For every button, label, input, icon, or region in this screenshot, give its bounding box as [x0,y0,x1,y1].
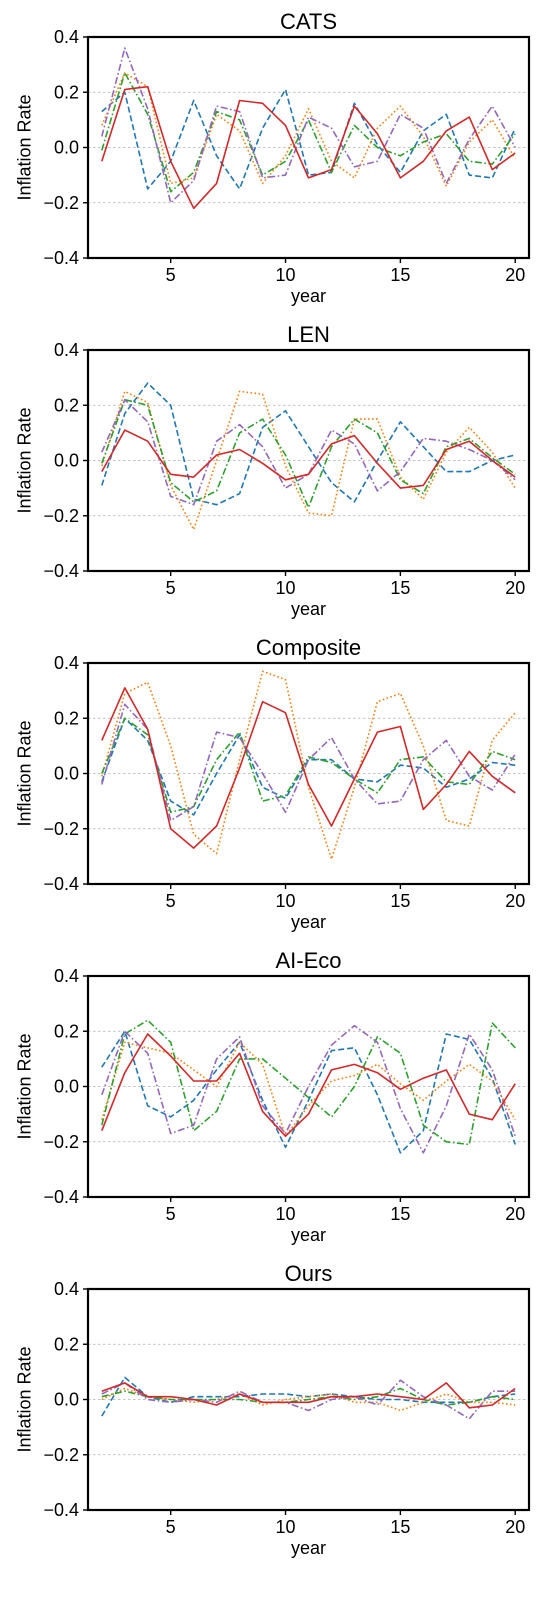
x-tick-label: 15 [390,265,410,285]
series-line-0 [101,1376,516,1417]
y-tick-label: 0.0 [54,1390,79,1410]
x-axis-label: year [291,599,326,619]
chart-panel-3: −0.4 −0.2 0.0 0.2 0.4 5 10 15 20 AI-Eco year Inflat… [14,948,531,1245]
series-line-4 [101,687,516,849]
x-tick-label: 10 [276,578,296,598]
series-line-4 [101,1382,516,1409]
x-tick-label: 20 [505,1204,525,1224]
series-line-2 [101,398,516,509]
series-line-2 [101,1019,516,1146]
series-line-4 [101,85,516,210]
x-tick-label: 10 [276,1204,296,1224]
y-axis-label: Inflation Rate [14,720,34,826]
chart-title: AI-Eco [275,948,341,973]
x-tick-label: 20 [505,578,525,598]
y-tick-label: −0.2 [43,506,79,526]
x-tick-label: 20 [505,1517,525,1537]
y-axis-label: Inflation Rate [14,1033,34,1139]
series-line-1 [101,1041,516,1137]
x-tick-label: 15 [390,1517,410,1537]
y-tick-label: −0.4 [43,561,79,581]
y-tick-label: 0.4 [54,653,79,673]
y-axis-label: Inflation Rate [14,407,34,513]
chart-title: Ours [285,1261,333,1286]
chart-panel-2: −0.4 −0.2 0.0 0.2 0.4 5 10 15 20 Composite year Inf… [14,635,531,932]
x-axis-label: year [291,1538,326,1558]
y-tick-label: 0.2 [54,82,79,102]
y-tick-label: 0.0 [54,451,79,471]
y-tick-label: 0.4 [54,1279,79,1299]
y-tick-label: −0.2 [43,1445,79,1465]
x-tick-label: 20 [505,265,525,285]
y-tick-label: −0.2 [43,819,79,839]
series-line-4 [101,1033,516,1137]
series-line-2 [101,717,516,814]
chart-panel-4: −0.4 −0.2 0.0 0.2 0.4 5 10 15 20 Ours year Inflatio… [14,1261,531,1558]
x-tick-label: 5 [166,265,176,285]
series-line-0 [101,1030,516,1154]
chart-panel-1: −0.4 −0.2 0.0 0.2 0.4 5 10 15 20 LEN year Inflation… [14,322,531,619]
series-line-1 [101,72,516,187]
x-axis-label: year [291,912,326,932]
series-line-0 [101,717,516,816]
y-tick-label: −0.4 [43,1187,79,1207]
y-axis-label: Inflation Rate [14,1346,34,1452]
y-tick-label: 0.2 [54,395,79,415]
y-tick-label: 0.0 [54,138,79,158]
x-tick-label: 15 [390,578,410,598]
y-tick-label: 0.4 [54,966,79,986]
series-line-3 [101,1379,516,1420]
chart-title: Composite [256,635,361,660]
y-tick-label: −0.4 [43,1500,79,1520]
x-tick-label: 20 [505,891,525,911]
y-tick-label: 0.4 [54,340,79,360]
chart-panel-0: −0.4 −0.2 0.0 0.2 0.4 5 10 15 20 CATS year Inflatio… [14,9,531,306]
chart-title: LEN [287,322,330,347]
series-line-2 [101,1387,516,1406]
y-axis-label: Inflation Rate [14,94,34,200]
series-line-2 [101,72,516,193]
y-tick-label: 0.2 [54,1334,79,1354]
series-line-3 [101,47,516,204]
x-tick-label: 15 [390,891,410,911]
series-line-1 [101,670,516,860]
chart-title: CATS [280,9,337,34]
y-tick-label: 0.0 [54,1077,79,1097]
x-tick-label: 5 [166,891,176,911]
x-axis-label: year [291,286,326,306]
series-line-3 [101,398,516,506]
x-tick-label: 10 [276,891,296,911]
x-tick-label: 10 [276,1517,296,1537]
y-tick-label: −0.2 [43,1132,79,1152]
y-tick-label: 0.2 [54,708,79,728]
x-tick-label: 5 [166,1204,176,1224]
y-tick-label: −0.4 [43,874,79,894]
x-tick-label: 15 [390,1204,410,1224]
y-tick-label: 0.4 [54,27,79,47]
series-line-3 [101,1024,516,1154]
series-line-4 [101,429,516,489]
x-tick-label: 10 [276,265,296,285]
x-axis-label: year [291,1225,326,1245]
series-line-1 [101,390,516,531]
x-tick-label: 5 [166,1517,176,1537]
series-line-0 [101,382,516,506]
x-tick-label: 5 [166,578,176,598]
y-tick-label: −0.2 [43,193,79,213]
y-tick-label: 0.2 [54,1021,79,1041]
series-line-3 [101,703,516,822]
y-tick-label: 0.0 [54,764,79,784]
y-tick-label: −0.4 [43,248,79,268]
